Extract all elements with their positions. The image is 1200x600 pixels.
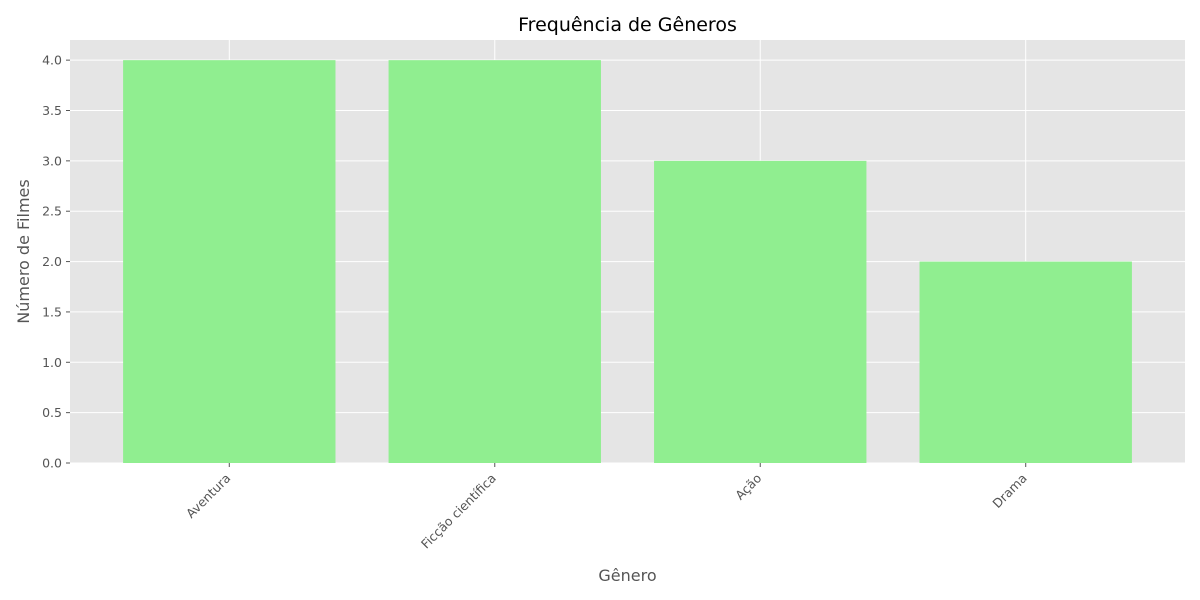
x-tick-label: Drama <box>989 471 1029 511</box>
y-tick-label: 3.0 <box>42 153 62 168</box>
bar-a-o <box>654 160 867 463</box>
bar-drama <box>919 261 1132 463</box>
bar-aventura <box>123 60 336 464</box>
bars <box>123 60 1132 464</box>
y-tick-label: 0.0 <box>42 456 62 471</box>
x-axis-ticks: Aventura Ficção científica Ação Drama <box>183 463 1030 552</box>
y-tick-label: 2.5 <box>42 204 62 219</box>
x-tick-label: Ficção científica <box>418 471 499 552</box>
y-tick-label: 4.0 <box>42 53 62 68</box>
y-tick-label: 0.5 <box>42 405 62 420</box>
y-tick-label: 2.0 <box>42 254 62 269</box>
y-axis-ticks: 0.0 0.5 1.0 1.5 2.0 2.5 3.0 3.5 4.0 <box>42 53 70 471</box>
x-tick-label: Aventura <box>183 471 234 522</box>
chart-title: Frequência de Gêneros <box>518 14 737 36</box>
y-axis-title: Número de Filmes <box>14 179 33 323</box>
y-tick-label: 3.5 <box>42 103 62 118</box>
x-axis-title: Gênero <box>598 566 656 585</box>
y-tick-label: 1.5 <box>42 304 62 319</box>
bar-fic-o-cient-fica <box>388 60 601 464</box>
y-tick-label: 1.0 <box>42 355 62 370</box>
x-tick-label: Ação <box>732 471 764 503</box>
